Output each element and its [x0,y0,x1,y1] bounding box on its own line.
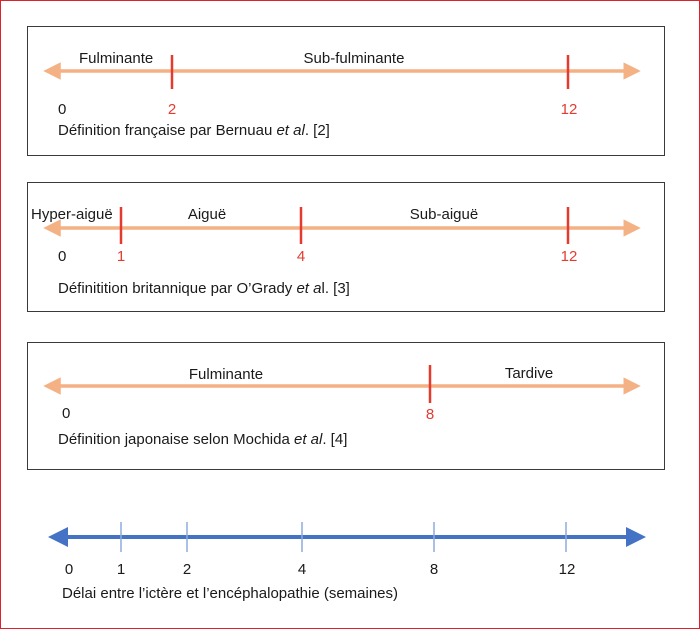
french-origin-label: 0 [58,101,66,118]
japanese-tick-label-8: 8 [426,406,434,423]
scale-label-8: 8 [430,561,438,578]
scale-label-0: 0 [65,561,73,578]
japanese-zone-tardive: Tardive [505,365,553,382]
british-tick-label-1: 1 [117,248,125,265]
british-tick-label-4: 4 [297,248,305,265]
scale-label-4: 4 [298,561,306,578]
british-zone-subaigue: Sub-aiguë [410,206,478,223]
french-tick-label-12: 12 [561,101,578,118]
scale-caption: Délai entre l’ictère et l’encéphalopathi… [62,585,398,602]
panel-french-definition [27,26,665,156]
japanese-timeline: Fulminante Tardive 0 8 Définition japona… [43,365,641,448]
british-tick-label-12: 12 [561,248,578,265]
british-origin-label: 0 [58,248,66,265]
scale-label-1: 1 [117,561,125,578]
scale-label-2: 2 [183,561,191,578]
scale-label-12: 12 [559,561,576,578]
french-zone-fulminante: Fulminante [79,50,153,67]
british-timeline: Hyper-aiguë Aiguë Sub-aiguë 0 1 4 12 Déf… [31,206,641,297]
french-tick-label-2: 2 [168,101,176,118]
japanese-caption: Définition japonaise selon Mochida et al… [58,431,347,448]
japanese-zone-fulminante: Fulminante [189,366,263,383]
week-scale: 0 1 2 4 8 12 Délai entre l’ictère et l’e… [48,522,646,602]
british-zone-aigue: Aiguë [188,206,226,223]
panel-japanese-definition [27,342,665,470]
japanese-origin-label: 0 [62,405,70,422]
british-caption: Définitition britannique par O’Grady et … [58,280,350,297]
french-zone-subfulminante: Sub-fulminante [304,50,405,67]
panel-british-definition [27,182,665,312]
french-timeline: Fulminante Sub-fulminante 0 2 12 Définit… [43,50,641,139]
french-caption: Définition française par Bernuau et al. … [58,122,330,139]
british-zone-hyperaigue: Hyper-aiguë [31,206,113,223]
